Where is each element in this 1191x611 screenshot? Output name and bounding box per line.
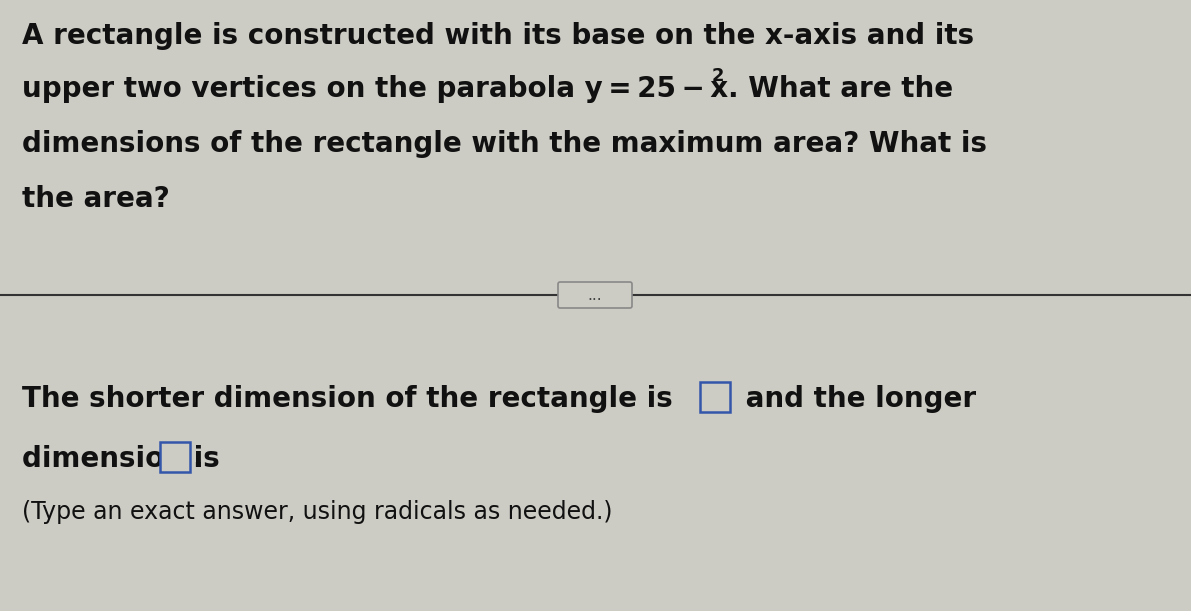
Text: A rectangle is constructed with its base on the x-axis and its: A rectangle is constructed with its base… <box>21 22 974 50</box>
Text: (Type an exact answer, using radicals as needed.): (Type an exact answer, using radicals as… <box>21 500 612 524</box>
Text: . What are the: . What are the <box>728 75 953 103</box>
Text: the area?: the area? <box>21 185 170 213</box>
Text: 2: 2 <box>712 67 724 85</box>
FancyBboxPatch shape <box>559 282 632 308</box>
Text: dimensions of the rectangle with the maximum area? What is: dimensions of the rectangle with the max… <box>21 130 987 158</box>
Text: .: . <box>192 445 202 473</box>
Text: The shorter dimension of the rectangle is: The shorter dimension of the rectangle i… <box>21 385 682 413</box>
Text: ...: ... <box>587 288 603 302</box>
Bar <box>700 382 730 412</box>
Bar <box>160 442 191 472</box>
Text: and the longer: and the longer <box>736 385 977 413</box>
Text: dimension is: dimension is <box>21 445 230 473</box>
Text: upper two vertices on the parabola y = 25 − x: upper two vertices on the parabola y = 2… <box>21 75 728 103</box>
